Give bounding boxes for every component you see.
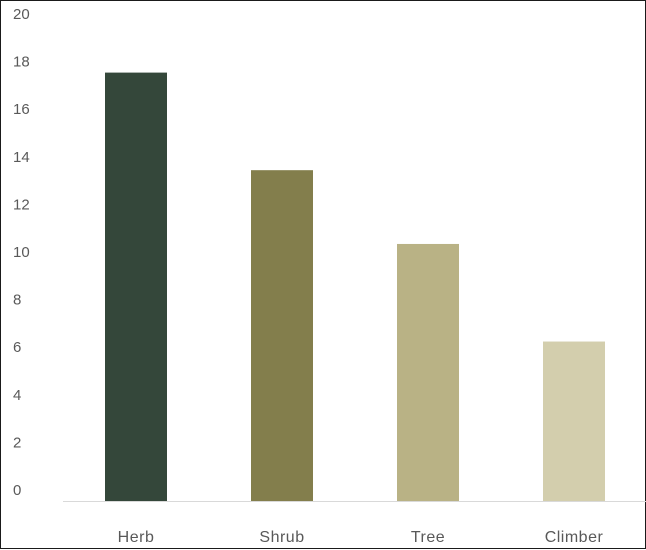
x-axis-labels: Herb Shrub Tree Climber xyxy=(118,529,604,546)
bar-climber xyxy=(543,341,605,501)
y-tick-label: 12 xyxy=(13,196,30,213)
y-tick-label: 16 xyxy=(13,101,30,118)
y-tick-label: 18 xyxy=(13,54,30,71)
y-tick-label: 8 xyxy=(13,292,21,309)
y-tick-label: 2 xyxy=(13,434,21,451)
y-tick-label: 6 xyxy=(13,339,21,356)
x-category-label: Shrub xyxy=(259,529,304,546)
y-axis-ticks: 0 2 4 6 8 10 12 14 16 18 20 xyxy=(13,6,30,499)
y-tick-label: 4 xyxy=(13,387,21,404)
bar-herb xyxy=(105,72,167,501)
x-category-label: Herb xyxy=(118,529,155,546)
y-tick-label: 20 xyxy=(13,6,30,23)
x-category-label: Tree xyxy=(411,529,445,546)
bars xyxy=(105,72,605,501)
x-category-label: Climber xyxy=(545,529,604,546)
y-tick-label: 0 xyxy=(13,482,21,499)
bar-shrub xyxy=(251,170,313,501)
bar-tree xyxy=(397,243,459,501)
y-tick-label: 14 xyxy=(13,149,30,166)
y-tick-label: 10 xyxy=(13,244,30,261)
